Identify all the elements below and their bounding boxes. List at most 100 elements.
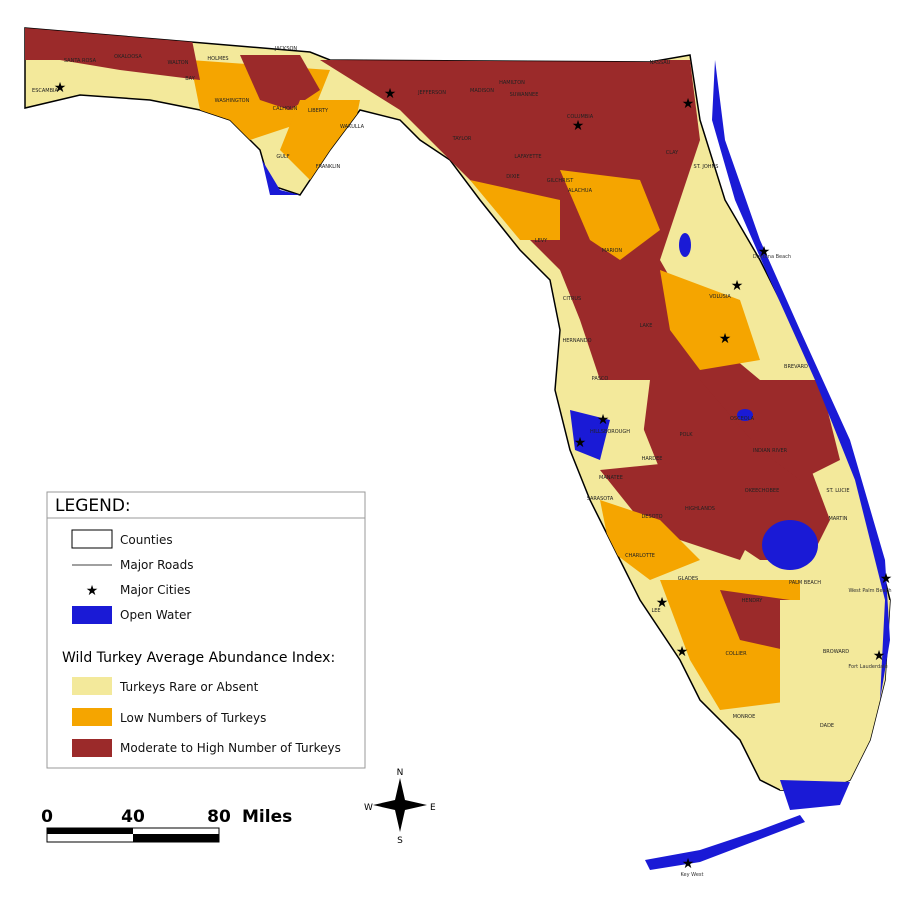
county-label: POLK xyxy=(679,432,693,438)
county-label: ST. LUCIE xyxy=(826,488,849,494)
county-label: LIBERTY xyxy=(308,108,329,114)
city-label: Key West xyxy=(681,872,704,878)
scale-unit: Miles xyxy=(242,807,292,827)
county-label: FRANKLIN xyxy=(316,164,341,170)
county-label: COLLIER xyxy=(725,651,747,657)
legend-subtitle: Wild Turkey Average Abundance Index: xyxy=(62,650,335,666)
county-label: SANTA ROSA xyxy=(64,58,97,64)
scale-label: 0 xyxy=(41,807,53,827)
abundance-zones xyxy=(25,28,890,792)
legend-class: Turkeys Rare or Absent xyxy=(119,680,259,694)
county-label: SUWANNEE xyxy=(510,92,539,98)
legend: LEGEND: Counties Major Roads ★ Major Cit… xyxy=(46,491,366,769)
compass: N S E W xyxy=(364,768,436,846)
county-label: GLADES xyxy=(678,576,698,582)
county-label: MARION xyxy=(602,248,623,254)
svg-text:★: ★ xyxy=(384,86,397,102)
county-label: ST. JOHNS xyxy=(694,164,719,170)
county-label: LAKE xyxy=(640,323,653,329)
county-label: WASHINGTON xyxy=(215,98,250,104)
county-label: BREVARD xyxy=(784,364,808,370)
legend-item: Major Roads xyxy=(120,558,194,572)
svg-text:★: ★ xyxy=(656,595,669,611)
county-label: MONROE xyxy=(733,714,756,720)
svg-text:★: ★ xyxy=(572,118,585,134)
scale-label: 40 xyxy=(121,807,145,827)
city-markers: ★ ★ ★ ★ ★ ★ ★ ★ ★ ★ ★ ★ ★ ★ xyxy=(54,80,893,872)
compass-letter: S xyxy=(397,836,403,846)
legend-item: Open Water xyxy=(120,608,191,622)
county-label: BROWARD xyxy=(823,649,849,655)
county-label: DESOTO xyxy=(641,514,662,520)
county-label: BAY xyxy=(185,76,195,82)
county-label: SARASOTA xyxy=(587,496,614,502)
county-label: MADISON xyxy=(470,88,494,94)
svg-text:★: ★ xyxy=(574,435,587,451)
legend-class: Moderate to High Number of Turkeys xyxy=(120,741,341,755)
county-label: ALACHUA xyxy=(568,188,593,194)
compass-letter: N xyxy=(397,768,404,778)
county-label: PASCO xyxy=(592,376,609,382)
scale-label: 80 xyxy=(207,807,231,827)
svg-text:★: ★ xyxy=(54,80,67,96)
county-label: LEE xyxy=(651,608,660,614)
svg-text:★: ★ xyxy=(758,244,771,260)
svg-text:★: ★ xyxy=(676,644,689,660)
city-label: Daytona Beach xyxy=(753,254,791,260)
city-labels: West Palm Beach Fort Lauderdale Daytona Be… xyxy=(681,254,892,878)
county-label: CITRUS xyxy=(563,296,581,302)
county-label: LEVY xyxy=(535,238,548,244)
county-label: DADE xyxy=(820,723,834,729)
svg-text:★: ★ xyxy=(880,571,893,587)
legend-item: Counties xyxy=(120,533,173,547)
legend-class: Low Numbers of Turkeys xyxy=(120,711,266,725)
county-label: HARDEE xyxy=(642,456,663,462)
county-label: HOLMES xyxy=(207,56,228,62)
county-label: HERNANDO xyxy=(562,338,591,344)
county-label: HIGHLANDS xyxy=(685,506,715,512)
county-label: WALTON xyxy=(168,60,189,66)
scale-bar: 0 40 80 Miles xyxy=(41,807,292,843)
county-label: MANATEE xyxy=(599,475,623,481)
county-label: CLAY xyxy=(666,150,679,156)
county-label: MARTIN xyxy=(828,516,847,522)
compass-letter: E xyxy=(430,803,436,813)
compass-letter: W xyxy=(364,803,373,813)
county-label: GILCHRIST xyxy=(547,178,575,184)
county-label: TAYLOR xyxy=(452,136,472,142)
county-label: GULF xyxy=(276,154,289,160)
county-label: INDIAN RIVER xyxy=(753,448,788,454)
county-label: LAFAYETTE xyxy=(514,154,541,160)
city-label: West Palm Beach xyxy=(848,588,891,594)
county-label: JEFFERSON xyxy=(417,90,446,96)
svg-text:★: ★ xyxy=(597,412,610,428)
county-label: WAKULLA xyxy=(340,124,365,130)
county-label: DIXIE xyxy=(506,174,519,180)
county-label: OSCEOLA xyxy=(730,416,755,422)
county-label: VOLUSIA xyxy=(709,294,731,300)
city-label: Fort Lauderdale xyxy=(848,664,887,670)
county-label: CALHOUN xyxy=(273,106,298,112)
svg-text:★: ★ xyxy=(682,96,695,112)
svg-text:★: ★ xyxy=(86,583,99,599)
county-label: COLUMBIA xyxy=(567,114,594,120)
legend-item: Major Cities xyxy=(120,583,191,597)
svg-text:★: ★ xyxy=(731,278,744,294)
county-label: HILLSBOROUGH xyxy=(590,429,630,435)
open-water xyxy=(262,60,890,870)
county-label: PALM BEACH xyxy=(789,580,821,586)
county-label: JACKSON xyxy=(274,46,298,52)
county-label: HAMILTON xyxy=(499,80,525,86)
county-label: HENDRY xyxy=(742,598,764,604)
county-label: NASSAU xyxy=(650,60,671,66)
svg-text:★: ★ xyxy=(682,856,695,872)
svg-text:★: ★ xyxy=(873,648,886,664)
legend-title: LEGEND: xyxy=(55,496,131,516)
county-label: OKEECHOBEE xyxy=(745,488,779,494)
county-label: OKALOOSA xyxy=(114,54,142,60)
county-label: CHARLOTTE xyxy=(625,553,655,559)
county-label: ESCAMBIA xyxy=(32,88,58,94)
svg-text:★: ★ xyxy=(719,331,732,347)
county-labels: ESCAMBIA SANTA ROSA OKALOOSA WALTON HOLMES JA… xyxy=(32,46,850,729)
